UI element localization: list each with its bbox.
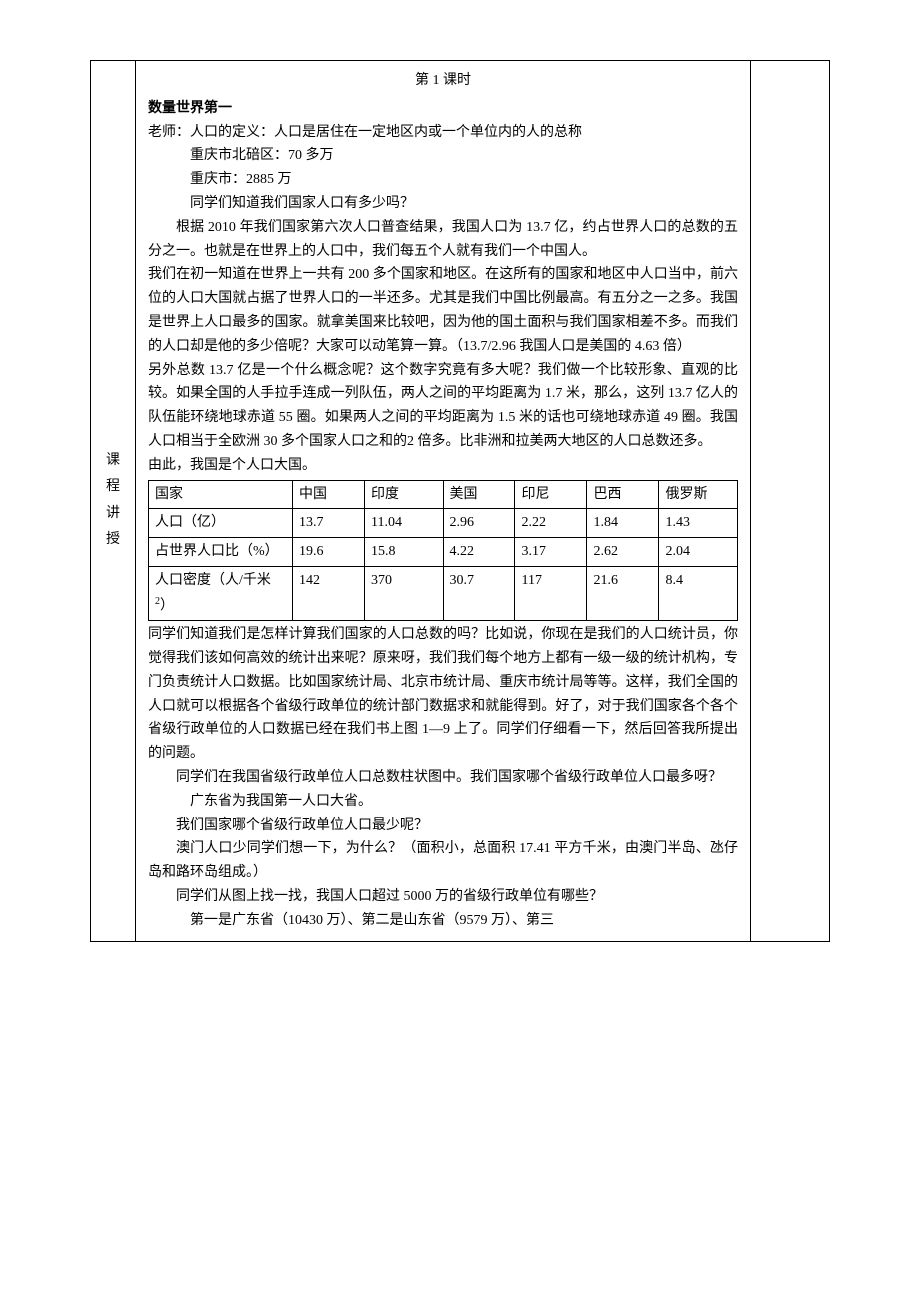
table-cell: 2.62 [587, 538, 659, 567]
table-cell: 142 [292, 566, 364, 620]
side-label-char: 授 [95, 527, 131, 554]
table-cell: 13.7 [292, 509, 364, 538]
table-cell: 2.22 [515, 509, 587, 538]
body-paragraph: 同学们知道我们是怎样计算我们国家的人口总数的吗？比如说，你现在是我们的人口统计员… [148, 623, 738, 766]
table-header-cell: 中国 [292, 480, 364, 509]
table-cell: 人口密度（人/千米2） [149, 566, 293, 620]
table-cell: 8.4 [659, 566, 738, 620]
body-paragraph: 同学们从图上找一找，我国人口超过 5000 万的省级行政单位有哪些？ [148, 885, 738, 909]
table-cell: 30.7 [443, 566, 515, 620]
table-header-cell: 俄罗斯 [659, 480, 738, 509]
outer-layout-table: 课 程 讲 授 第 1 课时 数量世界第一 老师：人口的定义：人口是居住在一定地… [90, 60, 830, 942]
body-paragraph: 重庆市北碚区：70 多万 [148, 144, 738, 168]
side-label-char: 课 [95, 448, 131, 475]
table-header-cell: 巴西 [587, 480, 659, 509]
table-cell: 1.84 [587, 509, 659, 538]
table-header-cell: 印尼 [515, 480, 587, 509]
body-paragraph: 广东省为我国第一人口大省。 [148, 790, 738, 814]
table-cell: 2.96 [443, 509, 515, 538]
table-cell: 19.6 [292, 538, 364, 567]
table-cell: 4.22 [443, 538, 515, 567]
table-header-cell: 国家 [149, 480, 293, 509]
body-paragraph: 根据 2010 年我们国家第六次人口普查结果，我国人口为 13.7 亿，约占世界… [148, 216, 738, 264]
table-cell: 11.04 [364, 509, 443, 538]
body-paragraph: 另外总数 13.7 亿是一个什么概念呢？这个数字究竟有多大呢？我们做一个比较形象… [148, 359, 738, 454]
table-header-cell: 美国 [443, 480, 515, 509]
table-cell: 15.8 [364, 538, 443, 567]
notes-cell [751, 61, 830, 942]
page: 课 程 讲 授 第 1 课时 数量世界第一 老师：人口的定义：人口是居住在一定地… [0, 0, 920, 982]
side-label-char: 程 [95, 474, 131, 501]
body-paragraph: 我们在初一知道在世界上一共有 200 多个国家和地区。在这所有的国家和地区中人口… [148, 263, 738, 358]
table-row: 人口密度（人/千米2） 142 370 30.7 117 21.6 8.4 [149, 566, 738, 620]
table-cell: 人口（亿） [149, 509, 293, 538]
body-paragraph: 第一是广东省（10430 万）、第二是山东省（9579 万）、第三 [148, 909, 738, 933]
table-header-row: 国家 中国 印度 美国 印尼 巴西 俄罗斯 [149, 480, 738, 509]
table-header-cell: 印度 [364, 480, 443, 509]
content-cell: 第 1 课时 数量世界第一 老师：人口的定义：人口是居住在一定地区内或一个单位内… [136, 61, 751, 942]
body-paragraph: 同学们在我国省级行政单位人口总数柱状图中。我们国家哪个省级行政单位人口最多呀？ [148, 766, 738, 790]
table-cell: 117 [515, 566, 587, 620]
body-paragraph: 重庆市：2885 万 [148, 168, 738, 192]
body-paragraph: 由此，我国是个人口大国。 [148, 454, 738, 478]
table-cell: 3.17 [515, 538, 587, 567]
table-row: 占世界人口比（%） 19.6 15.8 4.22 3.17 2.62 2.04 [149, 538, 738, 567]
body-paragraph: 同学们知道我们国家人口有多少吗？ [148, 192, 738, 216]
table-cell: 2.04 [659, 538, 738, 567]
side-label-cell: 课 程 讲 授 [91, 61, 136, 942]
table-cell: 21.6 [587, 566, 659, 620]
body-paragraph: 澳门人口少同学们想一下，为什么？（面积小，总面积 17.41 平方千米，由澳门半… [148, 837, 738, 885]
table-cell: 1.43 [659, 509, 738, 538]
side-label-char: 讲 [95, 501, 131, 528]
table-row: 人口（亿） 13.7 11.04 2.96 2.22 1.84 1.43 [149, 509, 738, 538]
table-cell: 占世界人口比（%） [149, 538, 293, 567]
table-cell: 370 [364, 566, 443, 620]
population-data-table: 国家 中国 印度 美国 印尼 巴西 俄罗斯 人口（亿） 13.7 11.04 2… [148, 480, 738, 622]
body-paragraph: 老师：人口的定义：人口是居住在一定地区内或一个单位内的人的总称 [148, 121, 738, 145]
section-heading: 数量世界第一 [148, 97, 738, 121]
body-paragraph: 我们国家哪个省级行政单位人口最少呢？ [148, 814, 738, 838]
lesson-title: 第 1 课时 [148, 69, 738, 93]
